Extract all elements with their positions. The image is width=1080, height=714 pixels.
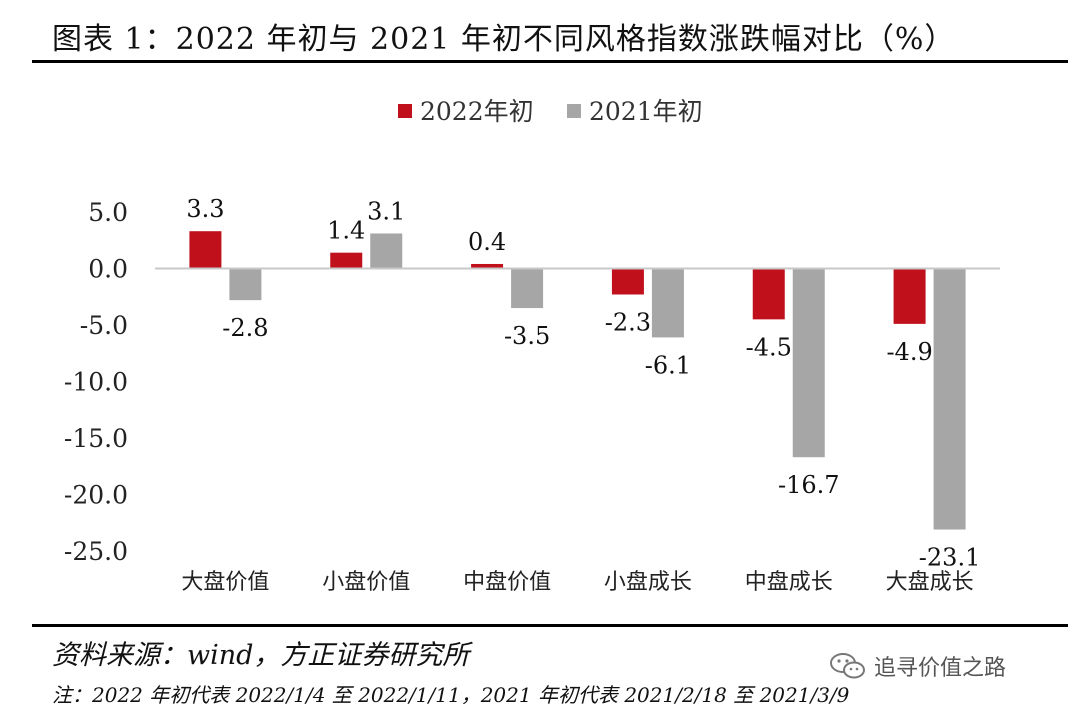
data-label: 1.4: [327, 217, 365, 245]
bar: [752, 268, 785, 320]
y-tick-label: -25.0: [64, 537, 128, 566]
bar-chart: 2022年初 2021年初 5.0 0.0 -5.0 -10.0 -15.0 -20.0 -2…: [64, 97, 1000, 595]
x-tick-label: 小盘价值: [322, 570, 410, 595]
x-tick-label: 小盘成长: [604, 570, 692, 595]
legend-swatch: [398, 104, 412, 118]
data-label: -4.9: [886, 338, 932, 366]
x-axis: 大盘价值 小盘价值 中盘价值 小盘成长 中盘成长 大盘成长: [155, 267, 1000, 595]
legend-label: 2022年初: [420, 97, 534, 126]
x-tick-label: 大盘成长: [886, 570, 974, 595]
bar: [330, 252, 363, 269]
data-label: 3.1: [367, 197, 405, 225]
bar: [611, 268, 644, 295]
bar: [651, 268, 684, 338]
bar: [893, 268, 926, 324]
watermark-text: 追寻价值之路: [874, 656, 1007, 681]
source-rule: [32, 624, 1068, 627]
legend: 2022年初 2021年初: [398, 97, 703, 126]
bar: [370, 233, 403, 269]
note-text: 注：2022 年初代表 2022/1/4 至 2022/1/11，2021 年初…: [52, 683, 850, 707]
data-label: -16.7: [778, 471, 840, 499]
x-tick-label: 中盘成长: [745, 570, 833, 595]
legend-swatch: [567, 104, 581, 118]
source-text: 资料来源：wind，方正证券研究所: [52, 640, 470, 671]
bars: [189, 231, 966, 530]
data-label: 0.4: [468, 228, 506, 256]
data-label: -3.5: [504, 322, 550, 350]
bar: [933, 268, 966, 530]
legend-label: 2021年初: [589, 97, 703, 126]
x-tick-label: 大盘价值: [181, 570, 269, 595]
watermark: 追寻价值之路: [828, 650, 1006, 682]
bar: [471, 263, 504, 269]
data-labels: 3.3 -2.8 1.43.1 0.4 -3.5 -2.3 -6.1 -4.5 -16.7 -4.…: [186, 195, 980, 571]
data-label: -4.5: [746, 333, 792, 361]
data-label: -2.3: [605, 308, 651, 336]
title-rule: [32, 60, 1068, 63]
data-label: 3.3: [186, 195, 224, 223]
y-tick-label: 0.0: [88, 255, 128, 284]
y-tick-label: 5.0: [88, 198, 128, 227]
chart-title: 图表 1：2022 年初与 2021 年初不同风格指数涨跌幅对比（%）: [52, 22, 956, 57]
y-tick-label: -10.0: [64, 368, 128, 397]
data-label: -6.1: [645, 351, 691, 379]
y-axis: 5.0 0.0 -5.0 -10.0 -15.0 -20.0 -25.0: [64, 198, 128, 566]
x-tick-label: 中盘价值: [463, 570, 551, 595]
bar: [189, 231, 222, 269]
y-tick-label: -15.0: [64, 424, 128, 453]
data-label: -23.1: [919, 544, 981, 572]
wechat-icon: [830, 653, 865, 679]
bar: [511, 268, 544, 309]
data-label: -2.8: [222, 314, 268, 342]
bar: [792, 268, 825, 458]
y-tick-label: -5.0: [80, 311, 128, 340]
y-tick-label: -20.0: [64, 481, 128, 510]
bar: [229, 268, 262, 301]
